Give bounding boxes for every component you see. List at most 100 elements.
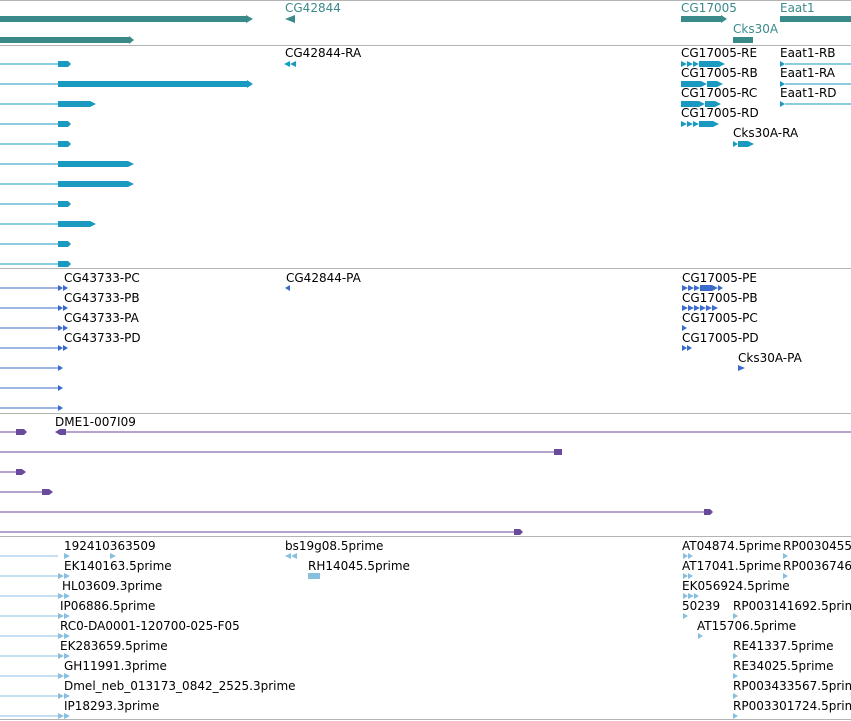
protein-feature[interactable] <box>0 305 68 311</box>
protein-feature[interactable] <box>0 345 68 351</box>
transcript-feature[interactable] <box>0 241 71 247</box>
gene-feature[interactable] <box>780 16 851 22</box>
protein-feature[interactable] <box>682 285 723 291</box>
protein-label[interactable]: Cks30A-PA <box>738 351 803 365</box>
transcript-feature[interactable] <box>0 261 71 267</box>
transcript-label[interactable]: CG17005-RD <box>681 106 759 120</box>
clone-feature[interactable] <box>0 449 562 455</box>
transcript-feature[interactable] <box>0 161 134 167</box>
protein-feature[interactable] <box>0 365 63 371</box>
est-label[interactable]: AT17041.5prime <box>682 559 781 573</box>
transcript-label[interactable]: CG17005-RE <box>681 46 757 60</box>
est-label[interactable]: RP0036746 <box>783 559 851 573</box>
est-feature[interactable] <box>683 573 788 579</box>
est-feature[interactable] <box>733 693 738 699</box>
clone-feature[interactable] <box>0 489 53 495</box>
est-feature[interactable] <box>683 593 699 599</box>
transcript-feature[interactable] <box>284 61 296 67</box>
transcript-feature[interactable] <box>681 101 721 107</box>
est-feature[interactable] <box>0 713 70 719</box>
transcript-label[interactable]: CG17005-RC <box>681 86 757 100</box>
protein-label[interactable]: CG43733-PC <box>64 271 140 285</box>
transcript-feature[interactable] <box>733 141 754 147</box>
est-label[interactable]: RP003433567.5prime <box>733 679 851 693</box>
transcript-feature[interactable] <box>780 61 851 67</box>
clone-label[interactable]: DME1-007I09 <box>55 415 136 429</box>
est-feature[interactable] <box>285 553 297 559</box>
est-label[interactable]: EK140163.5prime <box>64 559 172 573</box>
est-feature[interactable] <box>698 633 703 639</box>
protein-label[interactable]: CG43733-PD <box>64 331 141 345</box>
est-label[interactable]: RH14045.5prime <box>308 559 410 573</box>
est-label[interactable]: EK056924.5prime <box>682 579 790 593</box>
gene-feature[interactable] <box>733 37 753 43</box>
est-label[interactable]: 50239 <box>682 599 720 613</box>
clone-feature[interactable] <box>0 429 27 435</box>
transcript-feature[interactable] <box>0 80 253 88</box>
est-feature[interactable] <box>0 653 70 659</box>
est-feature[interactable] <box>733 653 738 659</box>
est-label[interactable]: 192410363509 <box>64 539 156 553</box>
clone-feature[interactable] <box>55 429 851 435</box>
protein-feature[interactable] <box>682 345 692 351</box>
protein-label[interactable]: CG17005-PB <box>682 291 758 305</box>
protein-feature[interactable] <box>0 405 63 411</box>
est-label[interactable]: AT15706.5prime <box>697 619 796 633</box>
est-label[interactable]: EK283659.5prime <box>60 639 168 653</box>
est-label[interactable]: RP003301724.5prime <box>733 699 851 713</box>
transcript-feature[interactable] <box>0 61 71 67</box>
transcript-feature[interactable] <box>681 61 725 67</box>
gene-label[interactable]: CG42844 <box>285 1 341 15</box>
protein-feature[interactable] <box>0 325 68 331</box>
gene-feature[interactable] <box>0 16 246 22</box>
transcript-feature[interactable] <box>780 101 851 107</box>
transcript-feature[interactable] <box>681 81 723 87</box>
est-feature[interactable] <box>0 673 70 679</box>
est-feature[interactable] <box>0 593 70 599</box>
est-label[interactable]: HL03609.3prime <box>62 579 162 593</box>
transcript-feature[interactable] <box>0 201 71 207</box>
protein-label[interactable]: CG17005-PD <box>682 331 759 345</box>
est-label[interactable]: GH11991.3prime <box>64 659 167 673</box>
est-feature[interactable] <box>0 573 70 579</box>
protein-feature[interactable] <box>738 365 745 371</box>
protein-feature[interactable] <box>285 285 290 291</box>
gene-feature[interactable] <box>0 37 129 43</box>
est-feature[interactable] <box>0 633 70 639</box>
est-feature[interactable] <box>308 573 320 579</box>
transcript-label[interactable]: Eaat1-RA <box>780 66 836 80</box>
transcript-label[interactable]: Eaat1-RD <box>780 86 837 100</box>
transcript-feature[interactable] <box>681 121 719 127</box>
est-feature[interactable] <box>683 613 738 619</box>
protein-feature[interactable] <box>682 325 687 331</box>
gene-label[interactable]: Cks30A <box>733 22 779 36</box>
est-label[interactable]: AT04874.5prime <box>682 539 781 553</box>
gene-feature[interactable] <box>285 15 295 23</box>
gene-label[interactable]: CG17005 <box>681 1 737 15</box>
protein-feature[interactable] <box>0 385 63 391</box>
transcript-label[interactable]: CG42844-RA <box>285 46 362 60</box>
transcript-feature[interactable] <box>780 81 851 87</box>
protein-label[interactable]: CG17005-PC <box>682 311 758 325</box>
gene-label[interactable]: Eaat1 <box>780 1 815 15</box>
est-feature[interactable] <box>0 613 70 619</box>
est-label[interactable]: RE41337.5prime <box>733 639 834 653</box>
protein-label[interactable]: CG43733-PA <box>64 311 140 325</box>
est-label[interactable]: IP06886.5prime <box>60 599 155 613</box>
transcript-label[interactable]: Eaat1-RB <box>780 46 836 60</box>
clone-feature[interactable] <box>0 509 713 515</box>
transcript-feature[interactable] <box>0 141 71 147</box>
est-label[interactable]: RE34025.5prime <box>733 659 834 673</box>
est-feature[interactable] <box>683 553 788 559</box>
protein-feature[interactable] <box>682 305 718 311</box>
est-label[interactable]: Dmel_neb_013173_0842_2525.3prime <box>64 679 296 693</box>
est-label[interactable]: RP003141692.5prime <box>733 599 851 613</box>
est-feature[interactable] <box>0 693 70 699</box>
clone-feature[interactable] <box>0 469 26 475</box>
protein-feature[interactable] <box>0 285 68 291</box>
protein-label[interactable]: CG43733-PB <box>64 291 140 305</box>
clone-feature[interactable] <box>0 529 523 535</box>
gene-feature[interactable] <box>681 16 721 22</box>
est-feature[interactable] <box>0 553 116 559</box>
transcript-label[interactable]: CG17005-RB <box>681 66 758 80</box>
